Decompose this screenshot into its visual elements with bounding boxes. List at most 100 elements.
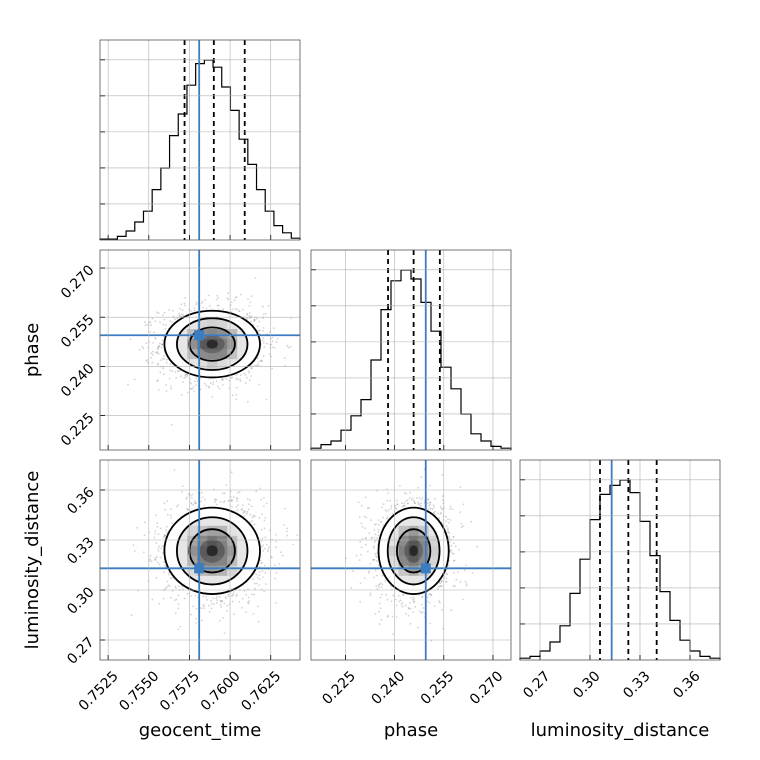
sample-point xyxy=(247,508,250,511)
sample-point xyxy=(231,600,234,603)
sample-point xyxy=(441,608,444,611)
sample-point xyxy=(155,542,158,544)
sample-point xyxy=(368,507,370,509)
sample-point xyxy=(157,347,159,350)
sample-point xyxy=(403,492,406,494)
sample-point xyxy=(389,499,391,502)
sample-point xyxy=(179,315,182,318)
sample-point xyxy=(246,512,249,515)
sample-point xyxy=(464,564,467,566)
histogram-geocent_time xyxy=(99,40,301,240)
sample-point xyxy=(177,603,180,606)
sample-point xyxy=(413,502,416,505)
sample-point xyxy=(177,370,180,372)
sample-point xyxy=(190,503,193,505)
sample-point xyxy=(234,296,237,299)
sample-point xyxy=(417,626,420,629)
sample-point xyxy=(406,499,409,501)
sample-point xyxy=(232,496,235,498)
sample-point xyxy=(450,549,453,552)
sample-point xyxy=(208,294,210,297)
sample-point xyxy=(445,581,447,583)
sample-point xyxy=(162,314,164,316)
sample-point xyxy=(452,536,455,538)
sample-point xyxy=(242,510,244,512)
sample-point xyxy=(248,600,251,603)
sample-point xyxy=(149,555,152,557)
sample-point xyxy=(169,514,172,517)
sample-point xyxy=(417,501,420,503)
density-cell xyxy=(227,565,238,576)
sample-point xyxy=(373,536,376,539)
sample-point xyxy=(471,572,474,574)
sample-point xyxy=(223,602,226,605)
sample-point xyxy=(146,359,149,361)
sample-point xyxy=(452,536,455,538)
sample-point xyxy=(252,613,255,615)
sample-point xyxy=(409,622,412,625)
sample-point xyxy=(264,516,267,519)
sample-point xyxy=(350,587,353,589)
sample-point xyxy=(237,310,240,312)
sample-point xyxy=(151,353,154,356)
sample-point xyxy=(158,344,161,347)
sample-point xyxy=(235,393,238,396)
sample-point xyxy=(159,527,162,530)
sample-point xyxy=(262,327,265,329)
sample-point xyxy=(453,542,455,545)
sample-point xyxy=(249,301,252,303)
sample-point xyxy=(373,529,376,531)
sample-point xyxy=(395,604,398,607)
sample-point xyxy=(384,509,387,512)
sample-point xyxy=(386,517,388,520)
sample-point xyxy=(241,308,244,311)
sample-point xyxy=(253,523,256,526)
sample-point xyxy=(221,378,224,380)
sample-point xyxy=(272,327,275,330)
sample-point xyxy=(201,300,204,303)
sample-point xyxy=(228,379,230,382)
sample-point xyxy=(165,361,168,364)
sample-point xyxy=(190,613,193,616)
sample-point xyxy=(233,299,236,302)
sample-point xyxy=(376,552,378,554)
sample-point xyxy=(161,545,164,548)
histogram-step-phase xyxy=(310,269,512,450)
sample-point xyxy=(368,572,370,574)
sample-point xyxy=(202,603,205,606)
sample-point xyxy=(258,517,261,519)
sample-point xyxy=(427,498,430,500)
sample-point xyxy=(202,595,205,598)
sample-point xyxy=(212,597,215,600)
sample-point xyxy=(406,502,409,505)
sample-point xyxy=(414,502,416,505)
sample-point xyxy=(163,358,166,360)
sample-point xyxy=(194,594,197,597)
sample-point xyxy=(178,314,181,317)
sample-point xyxy=(157,533,160,536)
sample-point xyxy=(236,308,239,311)
sample-point xyxy=(239,380,242,382)
sample-point xyxy=(215,498,218,501)
sample-point xyxy=(236,509,239,511)
truth-marker xyxy=(194,330,205,341)
sample-point xyxy=(366,550,369,553)
sample-point xyxy=(231,308,234,311)
sample-point xyxy=(170,385,172,388)
contour-0 xyxy=(163,309,261,379)
sample-point xyxy=(218,596,221,598)
sample-point xyxy=(145,342,148,345)
sample-point xyxy=(217,304,220,307)
sample-point xyxy=(163,535,166,538)
sample-point xyxy=(221,599,224,602)
sample-point xyxy=(158,563,161,566)
sample-point xyxy=(253,318,256,321)
density-cell xyxy=(408,525,419,536)
sample-point xyxy=(200,491,203,494)
sample-point xyxy=(396,499,398,502)
sample-point xyxy=(143,551,145,554)
sample-point xyxy=(439,513,442,515)
sample-point xyxy=(433,506,435,509)
sample-point xyxy=(228,500,231,502)
density-cell xyxy=(227,329,238,340)
